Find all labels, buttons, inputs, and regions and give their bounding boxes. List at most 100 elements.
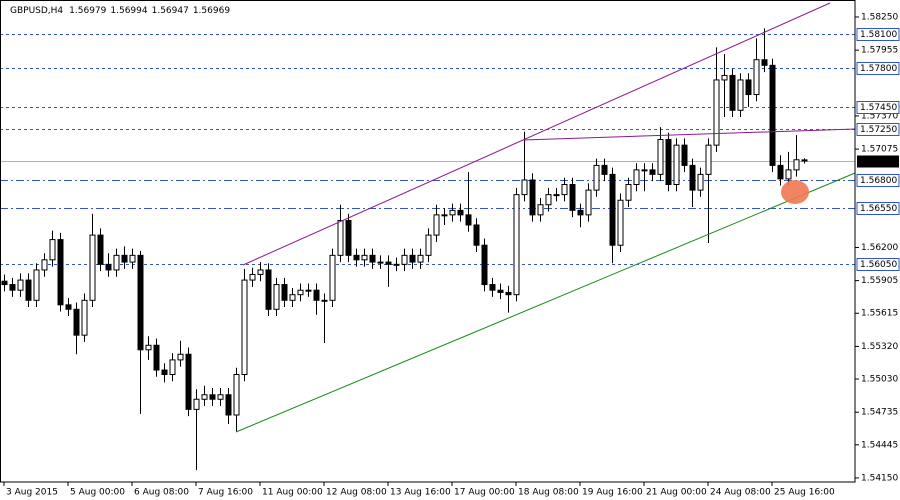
candle-body (81, 299, 88, 336)
y-tick-label: 1.54150 (861, 473, 898, 483)
candle-body (465, 214, 472, 226)
x-tick-label: 6 Aug 08:00 (134, 488, 189, 498)
y-tick-label: 1.54735 (861, 408, 898, 418)
candle-body (105, 263, 112, 271)
resistance-line (522, 128, 856, 141)
candle-body (721, 74, 728, 81)
candle-body (761, 59, 768, 66)
x-tick-label: 21 Aug 00:00 (646, 488, 707, 498)
candle-body (281, 284, 288, 301)
x-tick-label: 17 Aug 00:00 (454, 488, 515, 498)
y-tick-label: 1.56200 (861, 243, 898, 253)
symbol: GBPUSD,H4 (10, 6, 63, 16)
candle-body (89, 234, 96, 301)
candle-body (329, 254, 336, 301)
candle-body (601, 164, 608, 175)
candle-body (473, 224, 480, 246)
candle-body (521, 179, 528, 196)
candle-body (497, 289, 504, 293)
candle-body (65, 304, 72, 310)
candle-body (537, 204, 544, 216)
y-tick-label: 1.55905 (861, 276, 898, 286)
candle-body (697, 173, 704, 191)
x-tick-label: 5 Aug 00:00 (70, 488, 125, 498)
candle-body (569, 184, 576, 211)
candle-body (489, 284, 496, 291)
candle-body (617, 199, 624, 246)
upper-trend-line (242, 2, 831, 266)
x-tick-label: 11 Aug 00:00 (262, 488, 323, 498)
level-label: 1.57250 (860, 125, 897, 135)
lower-trend-line (235, 172, 856, 433)
x-tick-label: 18 Aug 08:00 (518, 488, 579, 498)
candle-body (769, 64, 776, 166)
candle-body (529, 179, 536, 216)
candle-body (433, 214, 440, 236)
level-label-box (856, 62, 900, 75)
header-high: 1.56994 (110, 6, 147, 16)
candle-body (649, 169, 656, 175)
candle-body (377, 261, 384, 264)
y-tick-label: 1.54445 (861, 440, 898, 450)
candle-body (625, 184, 632, 201)
candle-body (785, 169, 792, 180)
header-open: 1.56979 (69, 6, 106, 16)
candle-body (273, 284, 280, 310)
candle-body (265, 269, 272, 310)
candle-body (193, 398, 200, 410)
level-label-box (856, 174, 900, 187)
candle-body (113, 254, 120, 271)
level-label: 1.56800 (860, 176, 897, 186)
x-tick-label: 12 Aug 08:00 (326, 488, 387, 498)
x-tick-label: 13 Aug 16:00 (390, 488, 451, 498)
candle-body (409, 254, 416, 263)
candle-body (225, 394, 232, 416)
candle-body (233, 374, 240, 416)
candle-body (97, 234, 104, 265)
candle-body (729, 74, 736, 111)
y-tick-label: 1.55615 (861, 309, 898, 319)
y-tick-label: 1.58250 (861, 12, 898, 22)
axes-layer: 1.58250 1.57955 1.57370 1.57075 1.56200 1.559… (3, 12, 900, 498)
levels-layer (0, 34, 855, 265)
level-label-box (856, 258, 900, 271)
candle-body (361, 254, 368, 261)
candle-body (337, 219, 344, 256)
candle-body (609, 173, 616, 246)
candle-body (145, 344, 152, 351)
y-tick-label: 1.57955 (861, 46, 898, 56)
x-tick-label: 3 Aug 2015 (6, 488, 58, 498)
candles-layer (1, 28, 808, 471)
candle-body (57, 239, 64, 306)
candle-body (177, 353, 184, 361)
candle-body (753, 59, 760, 96)
candle-body (241, 279, 248, 376)
candle-body (705, 144, 712, 175)
candle-body (33, 269, 40, 301)
level-label: 1.57450 (860, 103, 897, 113)
x-tick-label: 25 Aug 16:00 (774, 488, 835, 498)
candle-body (257, 269, 264, 275)
candle-body (249, 273, 256, 281)
candle-body (777, 164, 784, 180)
price-label-box (857, 155, 899, 168)
candle-body (321, 299, 328, 302)
plot-frame (0, 0, 856, 483)
y-tick-label: 1.57370 (861, 111, 898, 121)
candle-body (425, 234, 432, 256)
candle-body (441, 214, 448, 217)
level-label-box (856, 202, 900, 215)
candle-body (513, 194, 520, 296)
candle-body (169, 359, 176, 376)
candle-body (673, 144, 680, 186)
y-tick-label: 1.57075 (861, 145, 898, 155)
candle-body (401, 254, 408, 265)
x-tick-label: 7 Aug 16:00 (198, 488, 253, 498)
candle-body (305, 289, 312, 292)
price-label: 1.56969 (860, 157, 897, 167)
candle-body (665, 139, 672, 186)
candle-body (9, 284, 16, 291)
candle-body (73, 308, 80, 336)
